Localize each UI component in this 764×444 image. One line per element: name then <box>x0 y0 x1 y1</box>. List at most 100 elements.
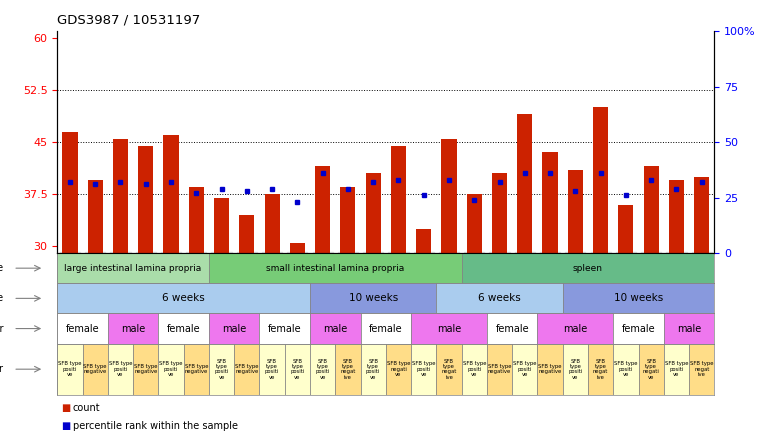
Bar <box>416 229 432 253</box>
Bar <box>492 173 507 253</box>
Bar <box>537 313 613 344</box>
Bar <box>108 344 133 395</box>
Bar <box>613 313 664 344</box>
Text: SFB type
negative: SFB type negative <box>83 364 107 374</box>
Bar <box>436 283 563 313</box>
Bar <box>588 344 613 395</box>
Bar <box>467 194 482 253</box>
Text: SFB type
positi
ve: SFB type positi ve <box>462 361 486 377</box>
Text: percentile rank within the sample: percentile rank within the sample <box>73 421 238 431</box>
Text: SFB type
positi
ve: SFB type positi ve <box>614 361 638 377</box>
Bar <box>391 146 406 253</box>
Bar <box>340 187 355 253</box>
Text: SFB type
positi
ve: SFB type positi ve <box>108 361 132 377</box>
Text: SFB type
negati
ve: SFB type negati ve <box>387 361 410 377</box>
Text: SFB type
positi
ve: SFB type positi ve <box>58 361 82 377</box>
Bar <box>310 313 361 344</box>
Bar <box>542 152 558 253</box>
Text: SFB
type
positi
ve: SFB type positi ve <box>366 359 380 380</box>
Text: SFB
type
negat
ive: SFB type negat ive <box>340 359 355 380</box>
Text: male: male <box>121 324 145 333</box>
Text: ■: ■ <box>61 403 70 413</box>
Bar <box>386 344 411 395</box>
Text: 6 weeks: 6 weeks <box>162 293 205 303</box>
Text: male: male <box>677 324 701 333</box>
Bar <box>537 344 563 395</box>
Bar <box>310 344 335 395</box>
Text: other: other <box>0 364 4 374</box>
Bar <box>366 173 380 253</box>
Text: SFB
type
positi
ve: SFB type positi ve <box>290 359 305 380</box>
Text: SFB
type
negati
ve: SFB type negati ve <box>643 359 659 380</box>
Bar <box>694 177 709 253</box>
Text: SFB
type
positi
ve: SFB type positi ve <box>568 359 582 380</box>
Bar <box>57 313 108 344</box>
Bar <box>436 344 461 395</box>
Bar <box>57 283 310 313</box>
Bar <box>57 344 83 395</box>
Bar <box>113 139 128 253</box>
Text: SFB
type
negat
ive: SFB type negat ive <box>593 359 608 380</box>
Bar <box>487 313 537 344</box>
Bar <box>88 180 103 253</box>
Bar <box>335 344 361 395</box>
Text: tissue: tissue <box>0 263 4 273</box>
Bar <box>214 198 229 253</box>
Text: SFB
type
negat
ive: SFB type negat ive <box>442 359 457 380</box>
Bar <box>613 344 639 395</box>
Bar <box>290 243 305 253</box>
Text: count: count <box>73 403 100 413</box>
Bar <box>133 344 158 395</box>
Text: SFB type
negat
ive: SFB type negat ive <box>690 361 714 377</box>
Text: small intestinal lamina propria: small intestinal lamina propria <box>266 264 404 273</box>
Bar <box>487 344 512 395</box>
Text: female: female <box>369 324 403 333</box>
Text: SFB type
positi
ve: SFB type positi ve <box>412 361 435 377</box>
Bar <box>512 344 537 395</box>
Bar <box>235 344 260 395</box>
Bar <box>285 344 310 395</box>
Bar <box>411 344 436 395</box>
Text: female: female <box>495 324 529 333</box>
Text: male: male <box>563 324 588 333</box>
Bar <box>209 344 235 395</box>
Text: SFB type
positi
ve: SFB type positi ve <box>513 361 536 377</box>
Bar <box>163 135 179 253</box>
Bar <box>568 170 583 253</box>
Text: SFB
type
positi
ve: SFB type positi ve <box>265 359 280 380</box>
Bar <box>183 344 209 395</box>
Text: SFB
type
positi
ve: SFB type positi ve <box>316 359 330 380</box>
Bar <box>260 313 310 344</box>
Bar <box>63 132 77 253</box>
Text: ■: ■ <box>61 421 70 431</box>
Bar <box>158 344 183 395</box>
Text: SFB type
negative: SFB type negative <box>487 364 511 374</box>
Text: SFB type
positi
ve: SFB type positi ve <box>665 361 688 377</box>
Text: SFB
type
positi
ve: SFB type positi ve <box>215 359 228 380</box>
Bar <box>310 283 436 313</box>
Bar <box>639 344 664 395</box>
Bar <box>57 253 209 283</box>
Bar <box>315 166 330 253</box>
Bar <box>643 166 659 253</box>
Text: male: male <box>222 324 246 333</box>
Bar <box>593 107 608 253</box>
Bar <box>563 344 588 395</box>
Bar <box>411 313 487 344</box>
Text: male: male <box>437 324 461 333</box>
Bar <box>264 194 280 253</box>
Text: gender: gender <box>0 324 4 333</box>
Bar <box>517 115 533 253</box>
Text: SFB type
negative: SFB type negative <box>134 364 157 374</box>
Bar <box>209 253 461 283</box>
Text: spleen: spleen <box>573 264 603 273</box>
Text: SFB type
positi
ve: SFB type positi ve <box>159 361 183 377</box>
Text: SFB type
negative: SFB type negative <box>235 364 258 374</box>
Bar <box>158 313 209 344</box>
Bar <box>239 215 254 253</box>
Text: female: female <box>66 324 99 333</box>
Text: female: female <box>622 324 656 333</box>
Bar <box>138 146 154 253</box>
Text: large intestinal lamina propria: large intestinal lamina propria <box>64 264 202 273</box>
Bar <box>664 344 689 395</box>
